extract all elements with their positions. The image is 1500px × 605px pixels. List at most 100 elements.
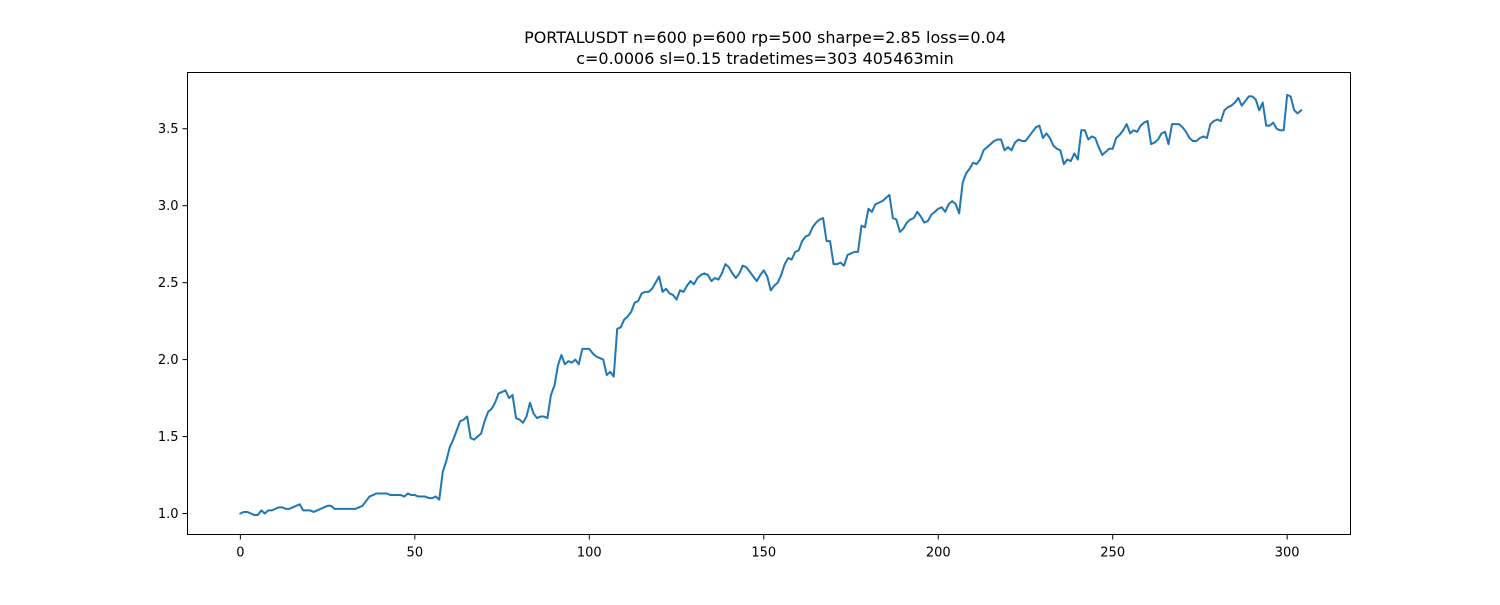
x-tick-label: 300 (1275, 546, 1300, 561)
data-point (613, 375, 615, 378)
data-point (665, 288, 667, 290)
data-point (442, 471, 444, 473)
data-point (1126, 123, 1128, 125)
data-point (480, 432, 482, 435)
data-point (913, 217, 915, 219)
data-point (902, 228, 904, 230)
x-tick-label: 0 (236, 546, 244, 561)
data-point (871, 211, 873, 213)
data-point (320, 508, 322, 510)
data-point (749, 271, 751, 273)
data-point (996, 138, 999, 141)
data-point (941, 206, 943, 208)
data-point (1188, 137, 1191, 139)
data-point (1112, 148, 1114, 150)
data-point (923, 222, 925, 224)
data-point (634, 302, 636, 304)
data-point (497, 392, 500, 395)
data-point (934, 211, 936, 213)
data-point (382, 492, 385, 495)
data-point (389, 494, 392, 496)
data-point (766, 275, 768, 278)
data-point (972, 162, 974, 164)
data-point (1021, 140, 1023, 142)
data-point (982, 149, 985, 151)
data-point (351, 508, 353, 510)
data-point (243, 511, 245, 513)
data-point (808, 234, 810, 236)
data-point (1070, 160, 1072, 162)
data-point (1269, 125, 1271, 127)
data-point (668, 292, 671, 295)
data-point (271, 509, 273, 512)
data-point (627, 315, 629, 318)
data-point (1024, 140, 1027, 142)
data-point (1223, 109, 1225, 111)
data-point (679, 289, 681, 291)
data-point (361, 505, 364, 507)
data-point (846, 254, 849, 256)
data-point (728, 266, 730, 268)
data-point (288, 508, 290, 510)
data-point (358, 506, 360, 508)
data-point (518, 419, 521, 421)
data-point (459, 420, 461, 422)
data-point (264, 512, 266, 515)
data-point (403, 495, 405, 498)
data-point (501, 391, 503, 393)
data-point (407, 492, 409, 495)
data-point (843, 265, 845, 267)
data-point (648, 291, 650, 293)
data-point (1017, 138, 1020, 141)
data-point (1157, 138, 1159, 141)
data-point (819, 218, 821, 221)
data-point (955, 203, 957, 205)
data-point (368, 495, 371, 498)
data-point (1056, 148, 1058, 150)
chart-title-line-2: c=0.0006 sl=0.15 tradetimes=303 405463mi… (576, 49, 954, 68)
data-point (1010, 149, 1013, 151)
data-point (539, 415, 542, 418)
data-point (302, 509, 304, 512)
data-point (306, 509, 308, 512)
data-point (564, 363, 566, 365)
data-point (1279, 129, 1281, 131)
data-point (937, 208, 939, 210)
data-point (979, 158, 981, 161)
data-point (354, 508, 357, 510)
data-point (414, 494, 416, 496)
data-point (424, 495, 426, 498)
data-point (1255, 98, 1257, 101)
data-point (637, 300, 639, 302)
data-point (836, 263, 838, 265)
data-point (278, 506, 280, 508)
x-tick-label: 100 (577, 546, 602, 561)
data-point (1150, 143, 1152, 145)
data-point (525, 415, 528, 418)
data-point (1237, 97, 1239, 99)
data-point (581, 348, 583, 350)
data-point (1045, 132, 1047, 134)
data-point (927, 220, 929, 222)
data-point (463, 419, 465, 421)
data-point (375, 492, 378, 495)
data-point (456, 429, 458, 431)
data-point (710, 280, 713, 282)
data-point (313, 511, 315, 513)
data-point (484, 420, 486, 422)
data-point (299, 503, 301, 505)
data-point (323, 506, 325, 508)
data-point (1077, 158, 1079, 161)
data-point (445, 460, 447, 462)
data-point (1122, 129, 1124, 131)
data-point (550, 394, 552, 396)
data-point (703, 272, 706, 275)
data-point (1195, 140, 1198, 142)
data-point (916, 211, 918, 213)
data-point (274, 508, 276, 510)
data-point (895, 218, 897, 221)
data-point (1014, 142, 1016, 144)
series-layer (239, 93, 1303, 517)
data-point (532, 412, 535, 415)
data-point (1251, 95, 1253, 98)
